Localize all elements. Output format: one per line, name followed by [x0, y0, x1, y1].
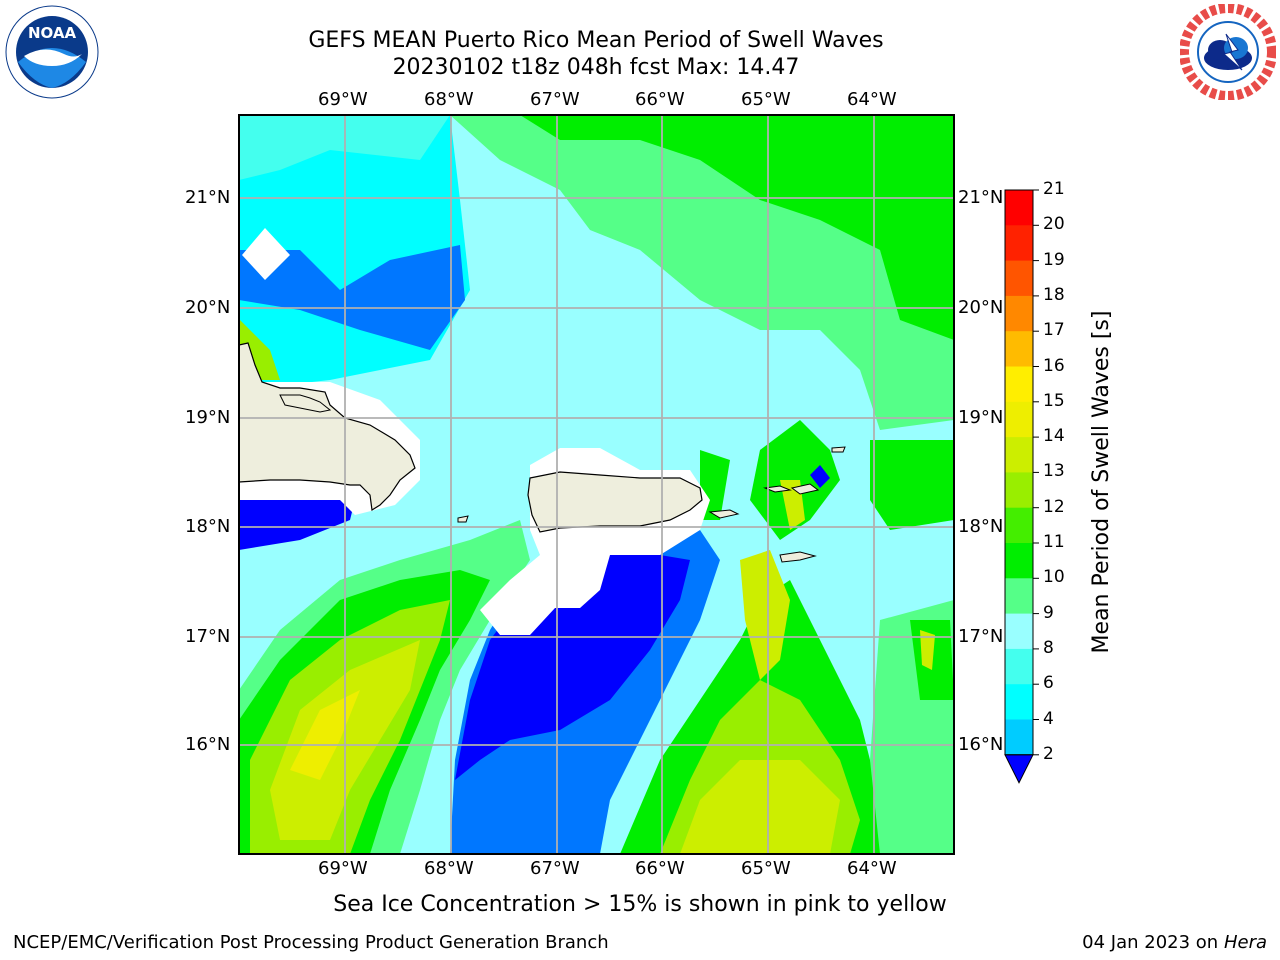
lat-label-right: 21°N	[958, 187, 1004, 208]
colorbar-tick-label: 18	[1043, 284, 1065, 305]
colorbar-tick-label: 12	[1043, 496, 1065, 517]
colorbar-segment	[1005, 295, 1033, 332]
sea-ice-caption: Sea Ice Concentration > 15% is shown in …	[333, 892, 947, 917]
lat-label-left: 18°N	[185, 516, 231, 537]
lat-label-left: 20°N	[185, 297, 231, 318]
nws-logo	[1179, 3, 1277, 101]
lat-label-right: 17°N	[958, 626, 1004, 647]
puerto-rico-landmass	[527, 471, 703, 533]
colorbar-segment	[1005, 613, 1033, 650]
lon-label-top: 67°W	[530, 89, 580, 110]
lon-label-top: 69°W	[318, 89, 368, 110]
colorbar-tick-label: 14	[1043, 426, 1065, 447]
noaa-logo: NOAA	[4, 4, 100, 100]
colorbar-segment	[1005, 190, 1033, 226]
colorbar-tick-label: 10	[1043, 567, 1065, 588]
colorbar-segment	[1005, 366, 1033, 403]
colorbar-segment	[1005, 507, 1033, 544]
colorbar-tick-label: 8	[1043, 637, 1054, 658]
colorbar-tick-label: 13	[1043, 461, 1065, 482]
colorbar-segment	[1005, 260, 1033, 297]
lon-label-bottom: 66°W	[635, 858, 685, 879]
hispaniola-landmass	[239, 342, 416, 512]
colorbar-tick-label: 6	[1043, 673, 1054, 694]
lat-label-right: 19°N	[958, 407, 1004, 428]
lat-label-right: 16°N	[958, 734, 1004, 755]
lon-label-bottom: 67°W	[530, 858, 580, 879]
colorbar-segment	[1005, 472, 1033, 509]
colorbar-segment	[1005, 684, 1033, 720]
lon-label-bottom: 68°W	[424, 858, 474, 879]
colorbar-segment	[1005, 719, 1033, 756]
footer-date-text: 04 Jan 2023 on	[1082, 932, 1224, 953]
colorbar-title: Mean Period of Swell Waves [s]	[1088, 310, 1114, 654]
map-title: GEFS MEAN Puerto Rico Mean Period of Swe…	[308, 28, 884, 53]
colorbar-tick-label: 11	[1043, 532, 1065, 552]
colorbar-segment	[1005, 578, 1033, 615]
map-grid	[239, 115, 954, 854]
lat-label-left: 17°N	[185, 626, 231, 647]
lat-label-left: 16°N	[185, 734, 231, 755]
footer-date: 04 Jan 2023 on Hera	[1082, 932, 1267, 953]
colorbar-extend-arrow	[1004, 754, 1034, 784]
lat-label-left: 21°N	[185, 187, 231, 208]
lat-label-left: 19°N	[185, 407, 231, 428]
colorbar-segment	[1005, 331, 1033, 367]
colorbar-segment	[1005, 437, 1033, 473]
colorbar-tick-label: 2	[1043, 743, 1054, 764]
noaa-logo-text: NOAA	[28, 24, 77, 42]
lon-label-top: 68°W	[424, 89, 474, 110]
colorbar-tick-label: 9	[1043, 602, 1054, 623]
lon-label-bottom: 69°W	[318, 858, 368, 879]
colorbar-tick-label: 21	[1043, 179, 1065, 199]
footer-host: Hera	[1223, 932, 1267, 953]
colorbar-segment	[1005, 648, 1033, 685]
colorbar-segment	[1005, 401, 1033, 438]
colorbar-tick-label: 17	[1043, 320, 1065, 341]
lat-label-right: 20°N	[958, 297, 1004, 318]
map-frame	[238, 114, 955, 855]
colorbar-tick-label: 15	[1043, 390, 1065, 411]
colorbar-segment	[1005, 543, 1033, 579]
lat-label-right: 18°N	[958, 516, 1004, 537]
colorbar-tick-label: 20	[1043, 214, 1065, 235]
lon-label-top: 66°W	[635, 89, 685, 110]
lon-label-top: 65°W	[741, 89, 791, 110]
lon-label-top: 64°W	[847, 89, 897, 110]
colorbar-tick-label: 16	[1043, 355, 1065, 376]
lon-label-bottom: 65°W	[741, 858, 791, 879]
colorbar	[1004, 189, 1039, 784]
lon-label-bottom: 64°W	[847, 858, 897, 879]
colorbar-tick-label: 19	[1043, 249, 1065, 270]
swell-period-field	[239, 115, 954, 854]
footer-branch: NCEP/EMC/Verification Post Processing Pr…	[13, 932, 609, 953]
colorbar-segment	[1005, 225, 1033, 262]
map-subtitle: 20230102 t18z 048h fcst Max: 14.47	[392, 55, 800, 80]
colorbar-tick-label: 4	[1043, 708, 1054, 729]
